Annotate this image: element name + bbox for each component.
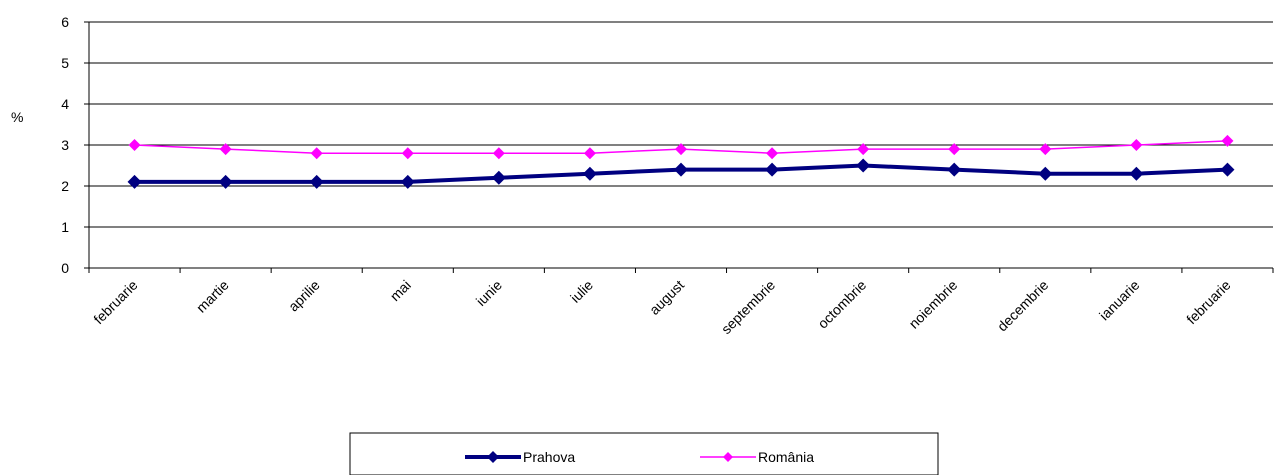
x-tick-label: aprilie <box>285 277 323 315</box>
data-point <box>1129 166 1144 181</box>
legend-box <box>349 432 939 475</box>
data-point <box>310 147 323 160</box>
y-tick-label: 2 <box>61 178 69 194</box>
y-tick-label: 5 <box>61 55 69 71</box>
data-point <box>947 162 962 177</box>
data-point <box>219 143 232 156</box>
data-point <box>491 170 506 185</box>
y-axis-label: % <box>11 109 23 125</box>
y-tick-label: 3 <box>61 137 69 153</box>
y-tick-label: 1 <box>61 219 69 235</box>
data-point <box>400 174 415 189</box>
series-group <box>127 134 1235 189</box>
data-point <box>218 174 233 189</box>
x-tick-label: iulie <box>567 277 596 306</box>
x-tick-label: februarie <box>90 277 141 328</box>
data-point <box>128 139 141 151</box>
x-tick-label: octombrie <box>814 277 869 332</box>
x-tick-label: septembrie <box>718 277 778 337</box>
x-tick-label: decembrie <box>994 277 1052 335</box>
y-tick-label: 0 <box>61 260 69 276</box>
x-tick-label: august <box>646 277 687 318</box>
data-point <box>674 162 688 177</box>
series-prahova <box>127 158 1235 189</box>
x-tick-label: martie <box>193 277 232 316</box>
data-point <box>1220 162 1235 177</box>
data-point <box>766 147 779 160</box>
data-point <box>856 158 871 173</box>
data-point <box>309 174 324 189</box>
legend-swatch-marker <box>723 452 733 462</box>
data-point <box>1038 166 1053 181</box>
data-point <box>582 166 597 181</box>
legend-swatch-marker <box>487 451 499 463</box>
data-point <box>857 143 870 156</box>
data-point <box>765 162 780 177</box>
legend-label: România <box>758 449 814 465</box>
x-tick-label: noiembrie <box>906 277 961 332</box>
data-point <box>1039 143 1052 156</box>
data-point <box>948 143 961 156</box>
data-point <box>492 147 505 160</box>
x-tick-label: ianuarie <box>1096 277 1143 324</box>
gridlines <box>89 21 1273 228</box>
series-romania <box>128 134 1234 160</box>
axes <box>84 21 1274 273</box>
data-point <box>583 147 596 160</box>
data-point <box>675 143 687 156</box>
y-tick-label: 6 <box>61 14 69 30</box>
x-tick-label: iunie <box>473 277 505 309</box>
legend-label: Prahova <box>523 449 575 465</box>
y-tick-label: 4 <box>61 96 69 112</box>
legend: Prahova România <box>349 432 939 475</box>
x-tick-label: februarie <box>1183 277 1234 328</box>
x-tick-labels: februarie martie aprilie mai iunie iulie augus… <box>90 277 1233 337</box>
x-tick-label: mai <box>387 277 414 304</box>
data-point <box>1221 134 1234 147</box>
data-point <box>1130 139 1143 151</box>
data-point <box>401 147 414 160</box>
y-tick-labels: 0 1 2 3 4 5 6 <box>61 14 69 276</box>
data-point <box>127 174 142 189</box>
